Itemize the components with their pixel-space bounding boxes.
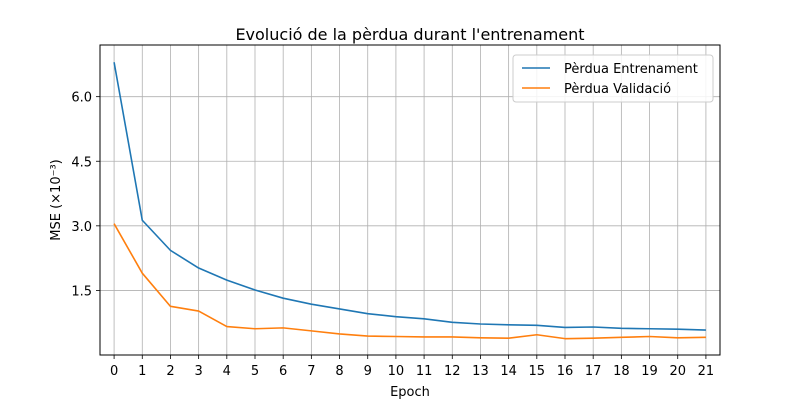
y-tick-label: 1.5 bbox=[71, 284, 92, 299]
x-tick-label: 17 bbox=[585, 364, 602, 379]
y-axis-label: MSE (×10⁻³) bbox=[49, 159, 64, 240]
y-tick-label: 3.0 bbox=[71, 220, 92, 235]
x-tick-label: 2 bbox=[166, 364, 174, 379]
x-tick-label: 21 bbox=[698, 364, 715, 379]
x-tick-label: 4 bbox=[223, 364, 231, 379]
axis-ticks: 0 1 2 3 4 5 6 7 8 9 10 11 12 13 14 15 16 17 18 19 20 211.53.0… bbox=[71, 91, 714, 379]
chart-title: Evolució de la pèrdua durant l'entrename… bbox=[235, 25, 584, 44]
plot-area-frame bbox=[99, 44, 721, 356]
series-line-1 bbox=[113, 223, 706, 340]
series-lines bbox=[113, 62, 706, 340]
series-line-0 bbox=[113, 62, 706, 331]
x-tick-label: 19 bbox=[641, 364, 658, 379]
x-tick-label: 20 bbox=[669, 364, 686, 379]
x-tick-label: 14 bbox=[500, 364, 517, 379]
x-tick-label: 12 bbox=[444, 364, 461, 379]
grid-lines bbox=[100, 45, 720, 355]
x-tick-label: 5 bbox=[251, 364, 259, 379]
x-tick-label: 3 bbox=[194, 364, 202, 379]
legend-box bbox=[512, 54, 714, 103]
x-tick-label: 1 bbox=[138, 364, 146, 379]
x-tick-label: 18 bbox=[613, 364, 630, 379]
x-tick-label: 15 bbox=[529, 364, 546, 379]
legend-label-1: Pèrdua Validació bbox=[564, 82, 671, 97]
y-tick-label: 6.0 bbox=[71, 91, 92, 106]
x-tick-label: 16 bbox=[557, 364, 574, 379]
legend: Pèrdua Entrenament Pèrdua Validació bbox=[512, 54, 714, 103]
x-tick-label: 13 bbox=[472, 364, 489, 379]
x-tick-label: 11 bbox=[416, 364, 433, 379]
x-tick-label: 10 bbox=[388, 364, 405, 379]
x-tick-label: 6 bbox=[279, 364, 287, 379]
y-tick-label: 4.5 bbox=[71, 155, 92, 170]
x-tick-label: 8 bbox=[335, 364, 343, 379]
x-tick-label: 7 bbox=[307, 364, 315, 379]
x-tick-label: 0 bbox=[110, 364, 118, 379]
x-axis-label: Epoch bbox=[390, 385, 430, 400]
legend-label-0: Pèrdua Entrenament bbox=[564, 62, 698, 77]
x-tick-label: 9 bbox=[364, 364, 372, 379]
